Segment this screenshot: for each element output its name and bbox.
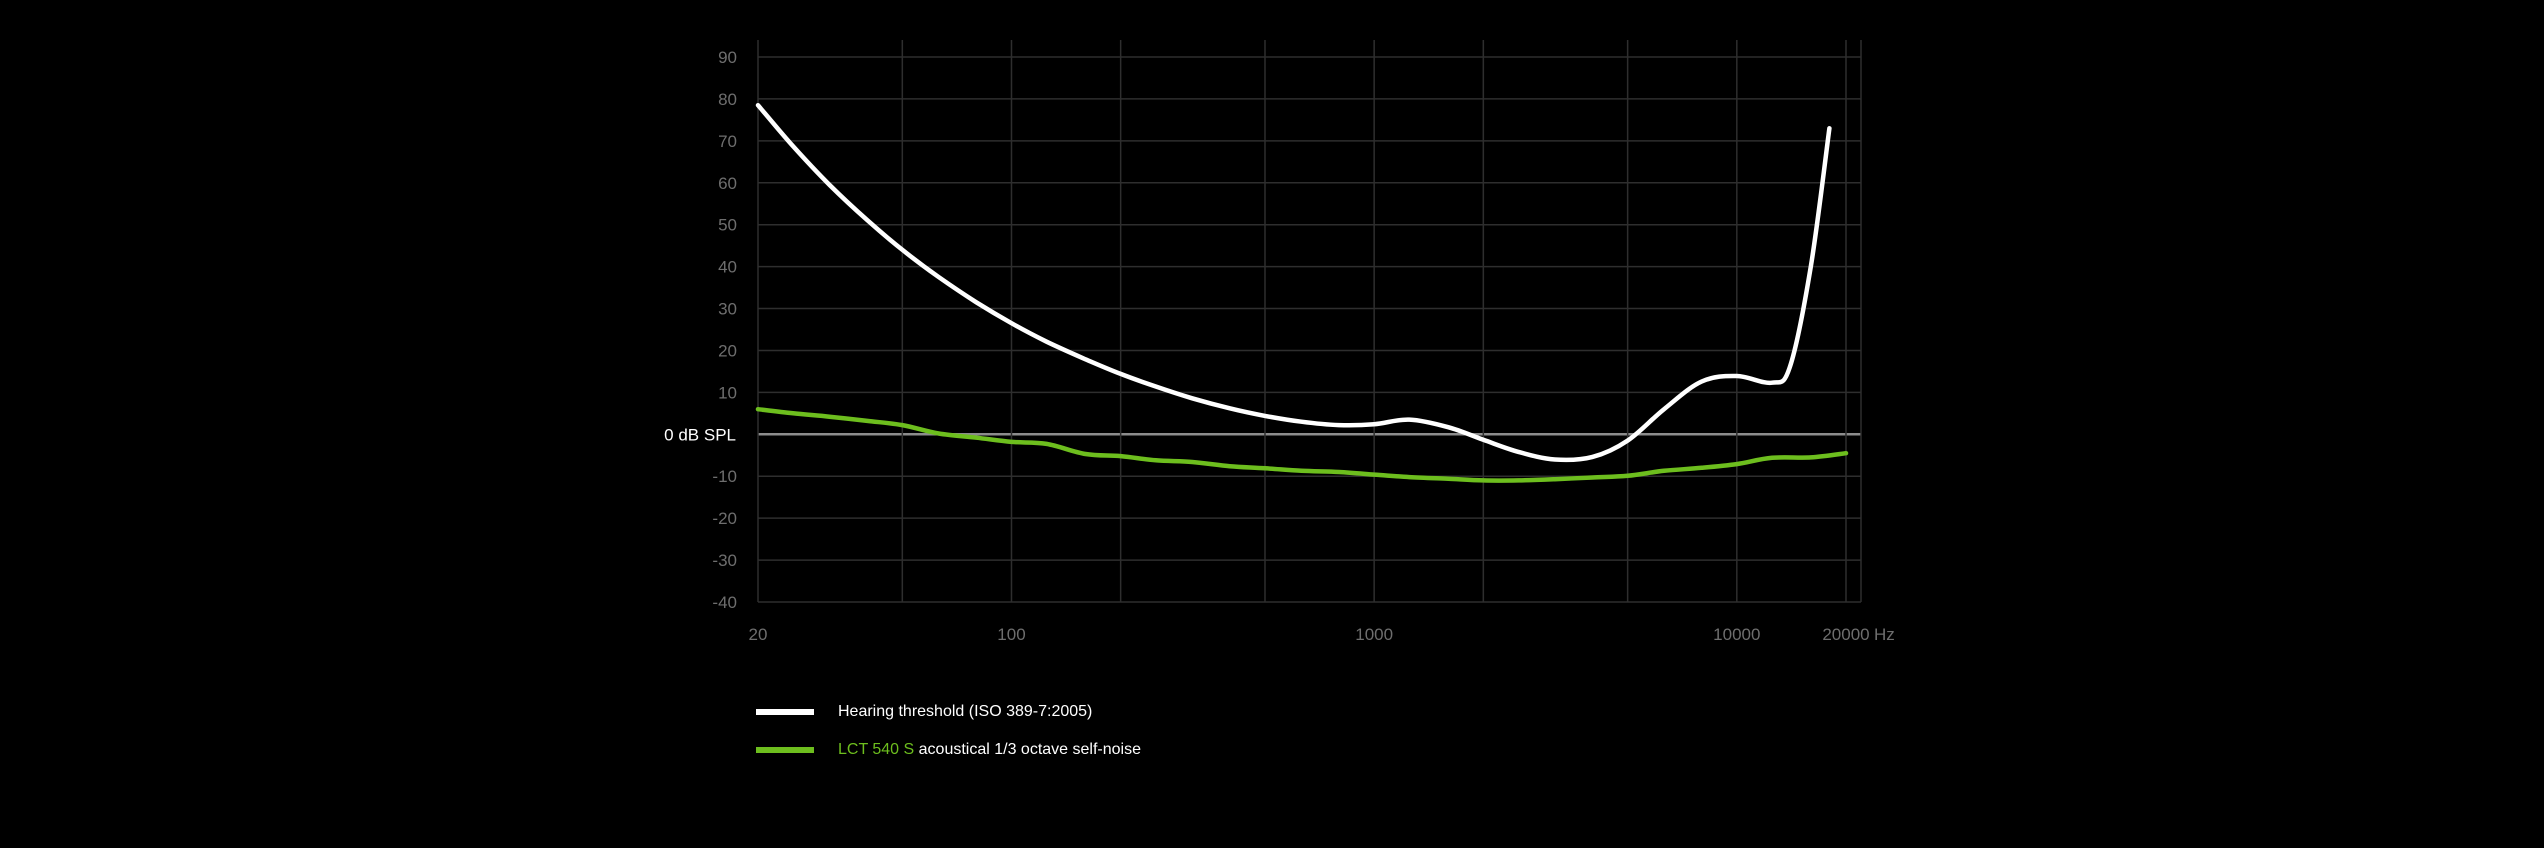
legend-label: Hearing threshold (ISO 389-7:2005) [838, 703, 1092, 721]
legend-label-text: Hearing threshold (ISO 389-7:2005) [838, 703, 1093, 720]
axis-labels: -40 -30 -20 -10 0 dB SPL 10 20 30 40 50 60 70 80 90 20… [664, 48, 1895, 644]
x-unit-label: Hz [1874, 625, 1895, 644]
y-tick-label: 20 [718, 341, 737, 360]
legend-swatch-green [756, 747, 814, 753]
legend-label: LCT 540 S acoustical 1/3 octave self-noi… [838, 741, 1141, 759]
series [755, 102, 1849, 483]
y-tick-label: 30 [718, 300, 737, 319]
y-tick-label: 60 [718, 174, 737, 193]
zero-db-label: 0 dB SPL [664, 425, 736, 444]
y-tick-label: -20 [712, 509, 737, 528]
y-tick-label: 10 [718, 383, 737, 402]
grid [757, 40, 1862, 603]
legend-swatch-white [756, 709, 814, 715]
y-tick-label: 50 [718, 216, 737, 235]
self-noise-line [755, 406, 1849, 483]
legend: Hearing threshold (ISO 389-7:2005) LCT 5… [756, 698, 1141, 774]
y-tick-label: 40 [718, 258, 737, 277]
x-tick-label: 20 [749, 625, 768, 644]
legend-label-text: acoustical 1/3 octave self-noise [914, 741, 1141, 758]
y-tick-label: -10 [712, 467, 737, 486]
y-tick-label: 90 [718, 48, 737, 67]
x-tick-label: 20000 [1822, 625, 1869, 644]
x-tick-label: 1000 [1355, 625, 1393, 644]
y-tick-label: -40 [712, 593, 737, 612]
legend-item-self-noise: LCT 540 S acoustical 1/3 octave self-noi… [756, 736, 1141, 764]
legend-item-hearing-threshold: Hearing threshold (ISO 389-7:2005) [756, 698, 1141, 726]
hearing-threshold-line [755, 102, 1832, 463]
y-tick-label: 80 [718, 90, 737, 109]
x-tick-label: 10000 [1713, 625, 1760, 644]
y-tick-label: 70 [718, 132, 737, 151]
x-tick-label: 100 [997, 625, 1025, 644]
legend-product-name: LCT 540 S [838, 741, 915, 758]
y-tick-label: -30 [712, 551, 737, 570]
